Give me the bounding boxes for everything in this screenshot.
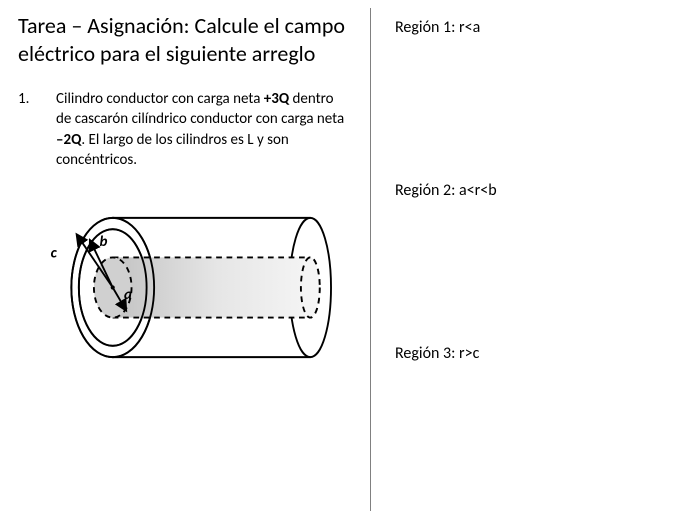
problem-charge-1: +3Q	[264, 90, 289, 108]
page-title: Tarea – Asignación: Calcule el campo elé…	[18, 12, 352, 67]
label-c: c	[51, 244, 58, 262]
region-3-label: Región 3: r>c	[395, 344, 682, 363]
problem-description: Cilindro conductor con carga neta +3Q de…	[56, 89, 352, 170]
problem-charge-2: –2Q	[56, 131, 81, 149]
problem-number: 1.	[18, 89, 38, 170]
region-2-label: Región 2: a<r<b	[395, 181, 682, 200]
cylinder-diagram: a b c	[28, 184, 348, 396]
label-b: b	[100, 233, 108, 251]
label-a: a	[124, 286, 132, 304]
problem-text-mid2: . El largo de los cilindros es L y son c…	[56, 131, 289, 169]
problem-text-prefix: Cilindro conductor con carga neta	[56, 90, 264, 108]
problem-block: 1. Cilindro conductor con carga neta +3Q…	[18, 89, 352, 170]
region-1-label: Región 1: r<a	[395, 18, 682, 37]
